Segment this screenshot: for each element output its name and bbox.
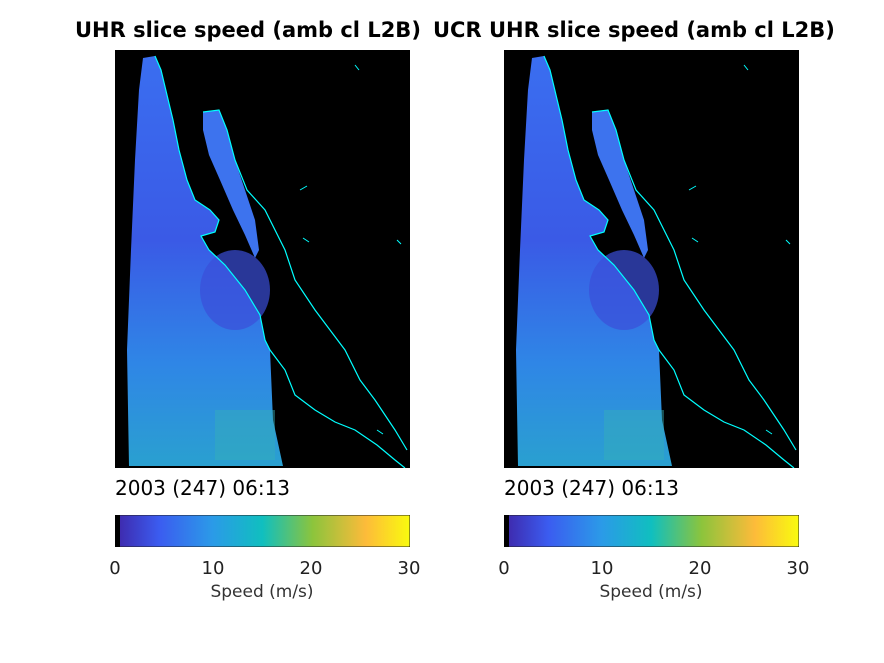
- panel-2-colorbar: [503, 514, 800, 548]
- panel-1-timestamp: 2003 (247) 06:13: [115, 476, 291, 500]
- panel-1-title: UHR slice speed (amb cl L2B): [75, 18, 421, 42]
- wind-swath-west: [127, 56, 283, 466]
- panel-2-map-svg: [516, 55, 797, 468]
- coastline: [543, 55, 795, 468]
- coastline-fragments: [299, 64, 402, 435]
- panel-2-title: UCR UHR slice speed (amb cl L2B): [433, 18, 835, 42]
- panel-2-speed-map: [504, 50, 799, 468]
- high-wind-patch: [604, 410, 664, 460]
- panel-2-colorbar-svg: [503, 514, 800, 548]
- low-wind-patch: [589, 250, 659, 330]
- panel-1-speed-map: [115, 50, 410, 468]
- coastline-gulf: [591, 109, 797, 451]
- low-wind-patch: [200, 250, 270, 330]
- wind-swath-west: [516, 56, 672, 466]
- coastline-fragments: [688, 64, 791, 435]
- panel-1-tick-30: 30: [397, 558, 421, 579]
- coastline: [154, 55, 406, 468]
- panel-2-colorbar-label: Speed (m/s): [599, 582, 703, 602]
- panel-1-colorbar-label: Speed (m/s): [210, 582, 314, 602]
- panel-1-tick-10: 10: [201, 558, 225, 579]
- wind-swath-gulf: [203, 110, 259, 258]
- panel-2-tick-20: 20: [688, 558, 712, 579]
- wind-swath-gulf: [592, 110, 648, 258]
- panel-2-tick-10: 10: [590, 558, 614, 579]
- panel-1-colorbar-svg: [114, 514, 411, 548]
- coastline-gulf: [202, 109, 408, 451]
- panel-1-map-svg: [127, 55, 408, 468]
- panel-2-tick-30: 30: [786, 558, 810, 579]
- panel-1-colorbar: [114, 514, 411, 548]
- high-wind-patch: [215, 410, 275, 460]
- panel-2-timestamp: 2003 (247) 06:13: [504, 476, 680, 500]
- panel-1-tick-20: 20: [299, 558, 323, 579]
- panel-2-tick-0: 0: [498, 558, 510, 579]
- panel-1-tick-0: 0: [109, 558, 121, 579]
